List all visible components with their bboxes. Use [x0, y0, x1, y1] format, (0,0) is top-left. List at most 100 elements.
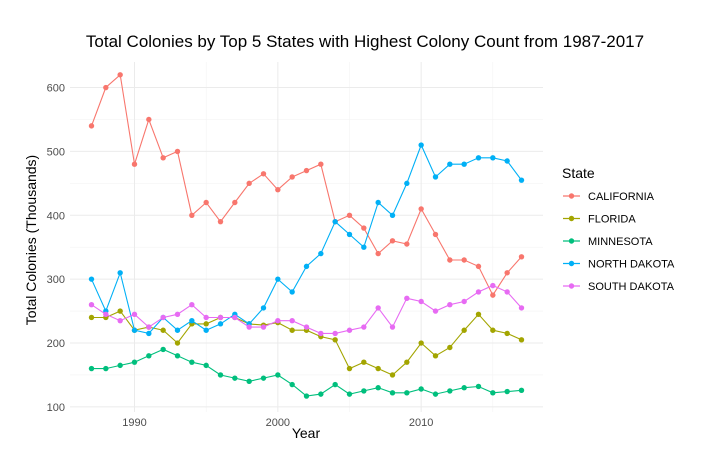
data-point	[88, 123, 95, 129]
data-point	[404, 241, 410, 247]
data-point	[189, 317, 195, 324]
data-point	[475, 155, 482, 161]
y-tick-label: 100	[47, 402, 65, 414]
data-point	[260, 171, 267, 177]
data-point	[461, 385, 467, 391]
data-point	[332, 381, 338, 388]
data-point	[203, 321, 209, 327]
data-point	[389, 390, 396, 396]
data-point	[432, 353, 439, 359]
data-point	[475, 289, 482, 295]
data-point	[232, 314, 238, 321]
data-point	[103, 311, 109, 317]
data-point	[117, 72, 123, 78]
data-point	[389, 372, 396, 378]
legend-item: CALIFORNIA	[563, 191, 655, 203]
data-point	[160, 346, 166, 353]
data-point	[361, 359, 367, 365]
data-point	[174, 327, 181, 333]
data-point	[131, 311, 138, 317]
data-point	[490, 390, 496, 396]
data-point	[418, 142, 424, 148]
data-point	[246, 378, 252, 385]
data-point	[303, 324, 310, 330]
data-point	[318, 161, 324, 167]
data-point	[146, 116, 152, 123]
data-point	[404, 180, 410, 187]
data-point	[275, 317, 281, 324]
y-tick-label: 300	[47, 274, 65, 286]
legend-label: NORTH DAKOTA	[588, 259, 675, 271]
data-point	[375, 250, 381, 257]
data-point	[318, 250, 324, 257]
data-point	[260, 305, 267, 311]
data-point	[504, 270, 510, 276]
data-point	[303, 393, 310, 399]
data-point	[131, 359, 138, 365]
data-point	[404, 295, 410, 302]
legend-label: FLORIDA	[588, 214, 636, 226]
data-point	[361, 244, 367, 250]
data-point	[189, 212, 195, 218]
data-point	[432, 308, 439, 314]
data-point	[447, 161, 453, 167]
data-point	[504, 388, 510, 395]
data-point	[117, 317, 123, 324]
x-tick-label: 2010	[409, 417, 433, 429]
data-point	[232, 199, 238, 206]
data-point	[375, 305, 381, 311]
data-point	[490, 155, 496, 161]
data-point	[475, 263, 482, 270]
series-south-dakota	[88, 282, 525, 337]
data-point	[260, 324, 267, 330]
data-point	[346, 327, 353, 333]
data-point	[475, 383, 482, 390]
data-point	[160, 327, 166, 333]
data-point	[103, 84, 109, 91]
data-point	[432, 231, 439, 238]
data-point	[289, 289, 295, 295]
y-tick-label: 500	[47, 146, 65, 158]
data-point	[375, 199, 381, 206]
data-point	[432, 174, 439, 180]
data-point	[303, 167, 310, 174]
data-point	[418, 206, 424, 212]
data-point	[504, 289, 510, 295]
data-point	[203, 199, 209, 206]
data-point	[447, 302, 453, 308]
series-group	[88, 72, 525, 399]
data-point	[404, 390, 410, 396]
data-point	[217, 372, 224, 378]
data-point	[332, 218, 338, 225]
data-point	[203, 314, 209, 321]
data-point	[88, 276, 95, 282]
data-point	[217, 218, 224, 225]
data-point	[318, 330, 324, 337]
data-point	[490, 327, 496, 333]
data-point	[461, 298, 467, 305]
y-axis-ticks: 100 200 300 400 500 600	[47, 83, 65, 414]
series-line-minnesota	[91, 348, 522, 397]
grid	[70, 62, 543, 412]
legend-title: State	[562, 165, 595, 181]
data-point	[361, 388, 367, 394]
legend-key-point	[568, 193, 575, 199]
data-point	[318, 391, 324, 397]
x-tick-label: 2000	[266, 417, 290, 429]
data-point	[88, 314, 95, 321]
data-point	[490, 282, 496, 289]
data-point	[332, 330, 338, 337]
data-point	[346, 365, 353, 372]
data-point	[260, 375, 267, 381]
data-point	[88, 302, 95, 308]
series-line-california	[90, 73, 522, 297]
y-tick-label: 600	[47, 83, 65, 95]
data-point	[289, 174, 295, 180]
data-point	[461, 257, 467, 263]
data-point	[217, 321, 224, 327]
legend-key-point	[568, 260, 575, 267]
legend-key-point	[568, 283, 575, 289]
data-point	[189, 302, 195, 308]
data-point	[332, 337, 338, 343]
